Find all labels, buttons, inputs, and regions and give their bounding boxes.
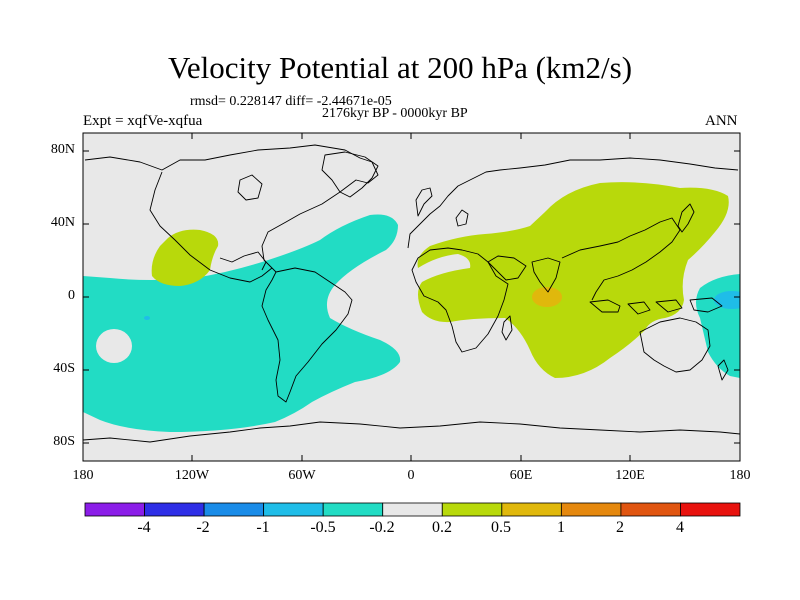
- colorbar-swatch: [441, 502, 503, 517]
- colorbar-swatch: [322, 502, 384, 517]
- colorbar-label: 0.5: [491, 519, 511, 536]
- lat-tick-label: 80N: [50, 142, 75, 157]
- lon-tick-label: 180: [729, 468, 751, 483]
- colorbar-swatch: [620, 502, 681, 517]
- colorbar-swatch: [560, 502, 622, 517]
- lat-tick-label: 40S: [53, 361, 75, 376]
- lat-tick-label: 80S: [53, 434, 75, 449]
- coastlines: [83, 144, 740, 443]
- season-label: ANN: [705, 113, 738, 129]
- colorbar-label: -4: [137, 519, 151, 536]
- lon-tick-label: 180: [72, 468, 94, 483]
- colorbar-label: 1: [557, 519, 565, 536]
- colorbar-swatch: [382, 502, 443, 517]
- colorbar-label: 2: [616, 519, 624, 536]
- positive-anomaly-north-america: [151, 229, 219, 286]
- rmsd-label: rmsd= 0.228147 diff= -2.44671e-05: [190, 94, 392, 109]
- lon-tick-label: 60E: [509, 468, 533, 483]
- southeast-pacific-gap: [96, 329, 132, 363]
- lon-tick-label: 120E: [615, 468, 645, 483]
- experiment-label: Expt = xqfVe-xqfua: [83, 113, 203, 129]
- positive-anomaly-eurasia: [417, 182, 729, 378]
- colorbar-label: -1: [256, 519, 270, 536]
- western-pacific-core: [714, 291, 740, 309]
- lat-tick-label: 0: [68, 288, 75, 303]
- colorbar-label: 4: [676, 519, 684, 536]
- colorbar-swatch: [203, 502, 265, 517]
- colorbar-swatch: [501, 502, 562, 517]
- map-frame: [82, 132, 741, 462]
- central-pacific-core: [144, 316, 150, 320]
- period-label: 2176kyr BP - 0000kyr BP: [322, 106, 468, 121]
- colorbar-swatch: [263, 502, 324, 517]
- lon-tick-label: 60W: [288, 468, 316, 483]
- plot-title: Velocity Potential at 200 hPa (km2/s): [167, 50, 633, 85]
- colorbar-swatch: [144, 502, 205, 517]
- lat-tick-label: 40N: [50, 215, 75, 230]
- lon-tick-label: 0: [407, 468, 415, 483]
- colorbar-label: -2: [196, 519, 210, 536]
- colorbar-label: -0.5: [310, 519, 336, 536]
- colorbar-label: 0.2: [432, 519, 452, 536]
- negative-anomaly-eastern-pacific: [83, 214, 401, 432]
- colorbar-swatch: [84, 502, 145, 517]
- lon-tick-label: 120W: [174, 468, 210, 483]
- colorbar-swatch: [680, 502, 741, 517]
- indian-ocean-core: [532, 287, 562, 307]
- colorbar: [84, 502, 741, 517]
- colorbar-label: -0.2: [369, 519, 395, 536]
- frame-ticks: [83, 133, 740, 461]
